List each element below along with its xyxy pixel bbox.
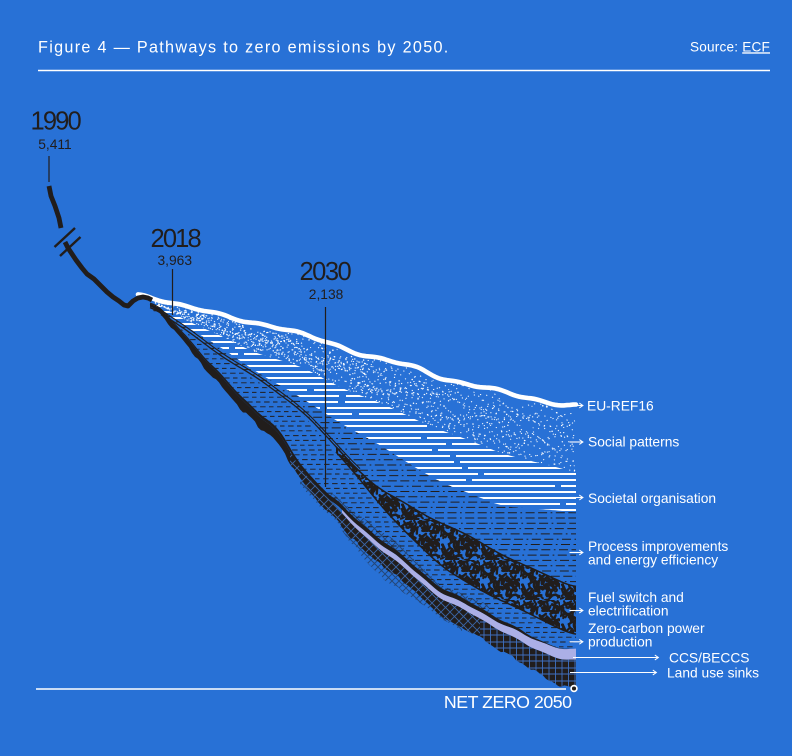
svg-text:NET ZERO 2050: NET ZERO 2050 [444,692,572,712]
svg-text:Figure 4 — Pathways to zero em: Figure 4 — Pathways to zero emissions by… [38,39,450,57]
svg-text:electrification: electrification [588,604,669,619]
svg-text:Source: ECF: Source: ECF [690,39,770,54]
svg-text:3,963: 3,963 [158,253,193,268]
svg-text:EU-REF16: EU-REF16 [587,398,654,413]
svg-text:2030: 2030 [300,258,352,286]
svg-text:Societal organisation: Societal organisation [588,491,716,506]
svg-text:Process improvements: Process improvements [588,539,728,554]
svg-text:production: production [588,634,652,649]
svg-text:5,411: 5,411 [38,137,72,152]
svg-text:and energy efficiency: and energy efficiency [588,552,718,567]
svg-text:2018: 2018 [151,225,202,253]
svg-text:Fuel switch and: Fuel switch and [588,590,684,605]
svg-text:Land use sinks: Land use sinks [667,665,759,680]
svg-text:1990: 1990 [31,107,82,135]
svg-text:CCS/BECCS: CCS/BECCS [669,650,750,665]
svg-text:Social patterns: Social patterns [588,435,679,450]
svg-text:2,138: 2,138 [309,287,344,302]
svg-text:Zero-carbon power: Zero-carbon power [588,621,705,636]
